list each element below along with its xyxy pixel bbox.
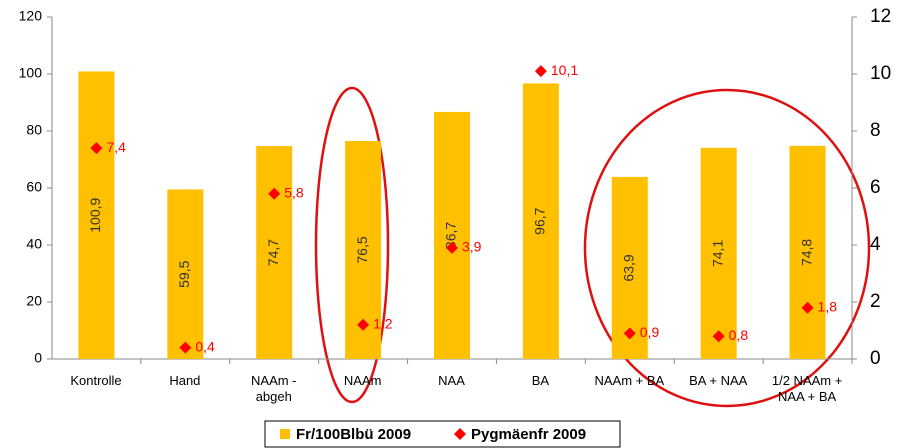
point-marker [623,327,636,340]
x-tick-label: BA [531,373,550,388]
legend-box [264,420,621,448]
legend-swatch [280,429,290,439]
bar-value-label: 100,9 [87,197,103,232]
legend-swatch [454,428,466,440]
x-tick-label: NAAm + BA [594,373,665,388]
x-tick-label: Hand [169,373,201,388]
point-marker [446,241,458,254]
bar-value-label: 59,5 [176,260,192,287]
bar-value-label: 96,7 [532,207,548,234]
legend-label: Fr/100Blbü 2009 [296,426,411,443]
point-marker [801,301,814,314]
point-value-label: 7,4 [106,139,126,155]
bar-value-label: 76,5 [354,236,370,263]
bar-value-label: 74,7 [265,239,281,266]
highlight-ellipse [314,86,390,404]
bar [434,111,470,359]
y2-tick-label: 12 [870,6,891,27]
y-tick-label: 0 [34,350,42,366]
bar-value-label: 86,7 [443,222,459,249]
point-value-label: 3,9 [462,239,482,255]
y2-tick-label: 6 [870,177,881,198]
legend: Fr/100Blbü 2009 Pygmäenfr 2009 [264,420,621,448]
x-tick-label: NAAm - abgeh [251,373,297,404]
point-value-label: 5,8 [284,184,304,200]
y2-tick-label: 0 [870,348,881,369]
y-tick-label: 100 [19,65,43,81]
point-value-label: 0,9 [640,324,660,340]
x-tick-label: BA + NAA [689,373,748,388]
y2-tick-label: 8 [870,120,881,141]
bar [78,71,115,359]
bar-value-label: 63,9 [620,254,636,281]
x-tick-label: 1/2 NAAm + NAA + BA [771,373,843,404]
bar [700,147,737,359]
point-marker [357,318,370,331]
point-value-label: 0,4 [195,338,215,354]
point-marker [534,65,547,78]
bar-value-label: 74,1 [709,240,725,267]
point-marker [90,142,103,155]
bar [789,145,826,359]
highlight-ellipse [583,88,871,408]
point-value-label: 0,8 [729,327,749,343]
point-marker [712,330,725,343]
y-tick-label: 20 [26,293,42,309]
x-tick-label: NAA [438,373,465,388]
point-value-label: 1,2 [373,316,393,332]
point-marker [179,341,192,354]
y2-tick-label: 4 [870,234,881,255]
bar [167,189,204,359]
y-tick-label: 80 [26,122,42,138]
y-tick-label: 120 [19,8,43,24]
point-marker [268,187,281,200]
y2-tick-label: 2 [870,291,881,312]
x-tick-label: NAAm [343,373,382,388]
point-value-label: 1,8 [818,298,838,314]
legend-label: Pygmäenfr 2009 [471,426,586,443]
x-tick-label: Kontrolle [70,373,122,388]
bar [256,146,293,359]
point-value-label: 10,1 [551,62,578,78]
bar [522,83,559,359]
y-tick-label: 60 [26,179,42,195]
y2-tick-label: 10 [870,63,891,84]
y-tick-label: 40 [26,236,42,252]
bar-value-label: 74,8 [798,239,814,266]
